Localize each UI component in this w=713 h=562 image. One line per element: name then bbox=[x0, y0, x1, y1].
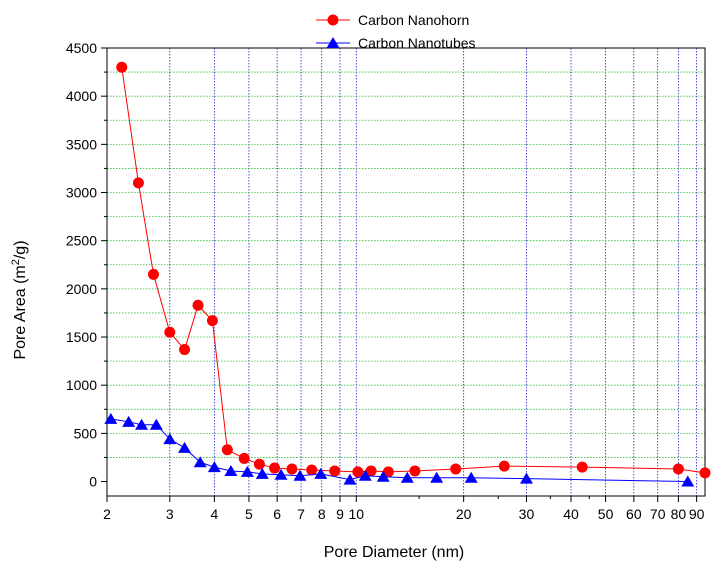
grid-lines bbox=[107, 48, 705, 496]
y-tick-label: 3000 bbox=[66, 185, 97, 201]
y-tick-label: 2000 bbox=[66, 281, 97, 297]
data-point bbox=[179, 344, 191, 356]
data-point bbox=[400, 471, 414, 483]
data-point bbox=[224, 464, 238, 476]
data-point bbox=[519, 472, 533, 484]
data-point bbox=[149, 418, 163, 430]
data-point bbox=[164, 326, 176, 338]
data-point bbox=[498, 460, 510, 472]
data-point bbox=[576, 461, 588, 473]
data-point bbox=[269, 462, 281, 474]
data-point bbox=[376, 470, 390, 482]
data-point bbox=[409, 465, 421, 477]
y-tick-label: 4500 bbox=[66, 40, 97, 56]
x-tick-label: 8 bbox=[318, 506, 326, 522]
series-1 bbox=[104, 412, 695, 487]
data-point bbox=[132, 177, 144, 189]
y-tick-label: 4000 bbox=[66, 88, 97, 104]
series-line bbox=[121, 67, 706, 474]
series-0 bbox=[116, 61, 711, 479]
data-point bbox=[450, 463, 462, 475]
x-tick-label: 5 bbox=[245, 506, 253, 522]
y-axis-title-sup: 2 bbox=[10, 259, 22, 265]
x-tick-label: 4 bbox=[210, 506, 218, 522]
data-point bbox=[306, 464, 318, 476]
data-point bbox=[253, 458, 265, 470]
y-axis-title-end: /g) bbox=[12, 240, 29, 259]
x-tick-label: 50 bbox=[598, 506, 614, 522]
data-point bbox=[672, 463, 684, 475]
data-point bbox=[382, 466, 394, 478]
x-tick-label: 10 bbox=[349, 506, 365, 522]
data-point bbox=[314, 467, 328, 479]
y-tick-label: 500 bbox=[74, 425, 98, 441]
data-point bbox=[464, 471, 478, 483]
data-point bbox=[122, 415, 136, 427]
x-tick-label: 90 bbox=[689, 506, 705, 522]
y-tick-label: 3500 bbox=[66, 136, 97, 152]
x-tick-label: 7 bbox=[297, 506, 305, 522]
x-tick-label: 3 bbox=[166, 506, 174, 522]
legend-marker-nanotubes bbox=[326, 37, 340, 48]
data-point bbox=[293, 469, 307, 481]
plot-frame bbox=[106, 47, 706, 497]
data-point bbox=[255, 467, 269, 479]
data-point bbox=[365, 465, 377, 477]
data-point bbox=[206, 315, 218, 327]
data-point bbox=[286, 463, 298, 475]
data-point bbox=[699, 467, 711, 479]
data-point bbox=[221, 444, 233, 456]
y-tick-label: 2500 bbox=[66, 233, 97, 249]
data-point bbox=[274, 468, 288, 480]
data-point bbox=[329, 465, 341, 477]
data-point bbox=[178, 441, 192, 453]
y-tick-label: 1000 bbox=[66, 377, 97, 393]
x-tick-label: 2 bbox=[103, 506, 111, 522]
data-point bbox=[343, 473, 357, 485]
data-point bbox=[207, 461, 221, 473]
legend-label-nanotubes: Carbon Nanotubes bbox=[358, 35, 476, 51]
data-point bbox=[192, 299, 204, 311]
legend-label-nanohorn: Carbon Nanohorn bbox=[358, 12, 469, 28]
y-tick-label: 0 bbox=[89, 474, 97, 490]
data-point bbox=[681, 475, 695, 487]
data-point bbox=[116, 61, 128, 73]
x-tick-label: 9 bbox=[336, 506, 344, 522]
data-point bbox=[352, 466, 364, 478]
x-tick-label: 70 bbox=[650, 506, 666, 522]
data-point bbox=[430, 471, 444, 483]
series-layer bbox=[104, 61, 711, 487]
y-axis-title: Pore Area (m2/g) bbox=[10, 240, 29, 359]
data-point bbox=[135, 418, 149, 430]
data-point bbox=[240, 465, 254, 477]
y-axis-title-main: Pore Area (m bbox=[12, 265, 29, 359]
x-tick-label: 40 bbox=[563, 506, 579, 522]
legend-marker-nanohorn bbox=[327, 14, 339, 26]
x-tick-label: 30 bbox=[519, 506, 535, 522]
data-point bbox=[238, 452, 250, 464]
legend: Carbon Nanohorn Carbon Nanotubes bbox=[316, 12, 476, 51]
x-tick-label: 60 bbox=[626, 506, 642, 522]
data-point bbox=[358, 469, 372, 481]
x-tick-label: 20 bbox=[456, 506, 472, 522]
x-axis-title: Pore Diameter (nm) bbox=[324, 544, 464, 561]
data-point bbox=[147, 268, 159, 280]
data-point bbox=[163, 433, 177, 445]
axis-ticks: 2 3 4 5 6 7 8 9 10 20 30 40 50 60 70 80 90 0 500 1000 1500 20… bbox=[66, 40, 705, 522]
data-point bbox=[104, 412, 118, 424]
data-point bbox=[193, 456, 207, 468]
x-tick-label: 80 bbox=[671, 506, 687, 522]
series-line bbox=[110, 418, 688, 483]
x-tick-label: 6 bbox=[273, 506, 281, 522]
y-tick-label: 1500 bbox=[66, 329, 97, 345]
